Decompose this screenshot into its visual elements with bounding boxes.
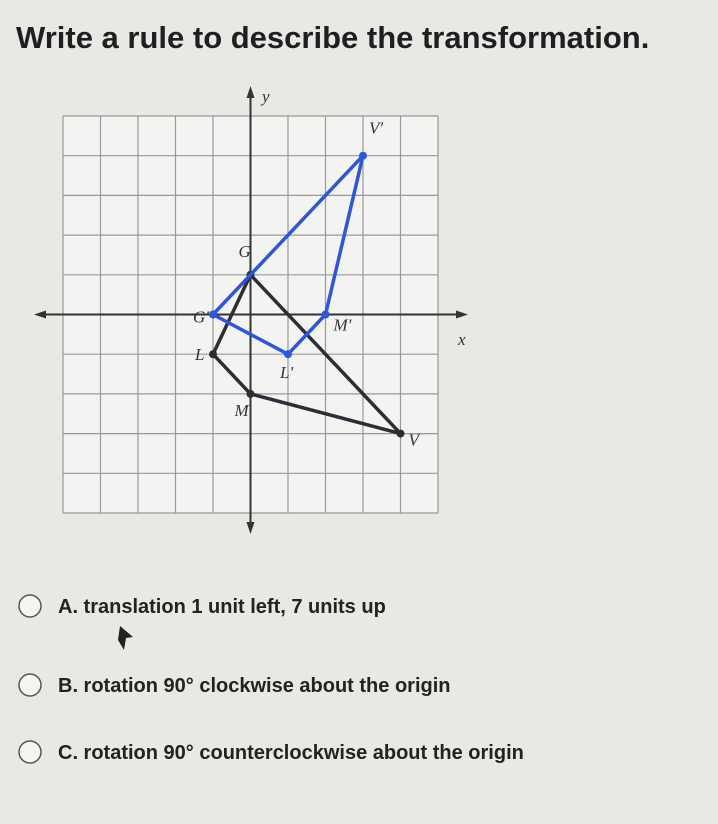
vertex xyxy=(321,310,330,319)
mouse-cursor xyxy=(118,626,133,650)
vertex xyxy=(209,350,217,359)
arrowhead xyxy=(246,522,255,534)
vertex-label: L xyxy=(194,345,204,364)
radio-button[interactable] xyxy=(18,594,42,618)
option-b[interactable]: B. rotation 90° clockwise about the orig… xyxy=(18,673,451,697)
vertex xyxy=(246,389,255,398)
option-a[interactable]: A. translation 1 unit left, 7 units up xyxy=(18,594,386,618)
axis-label: x xyxy=(457,330,466,349)
vertex xyxy=(209,310,217,319)
vertex xyxy=(359,151,367,160)
vertex xyxy=(396,429,405,438)
vertex-label: V xyxy=(409,431,422,450)
option-text[interactable]: C. rotation 90° counterclockwise about t… xyxy=(58,742,524,764)
radio-button[interactable] xyxy=(18,740,42,764)
vertex-label: L' xyxy=(279,363,293,382)
axis-label: y xyxy=(260,87,270,106)
arrowhead xyxy=(34,310,46,319)
vertex-label: M' xyxy=(333,316,352,335)
coordinate-graph: x y G L M V G' L' M' V' xyxy=(34,86,468,534)
option-c[interactable]: C. rotation 90° counterclockwise about t… xyxy=(18,740,524,764)
vertex-label: G xyxy=(239,242,251,261)
vertex-label: M xyxy=(234,401,250,420)
radio-button[interactable] xyxy=(18,673,42,697)
option-text[interactable]: A. translation 1 unit left, 7 units up xyxy=(58,596,386,618)
vertex-label: G' xyxy=(193,308,209,327)
arrowhead xyxy=(456,310,468,319)
arrowhead xyxy=(246,86,255,98)
vertex-label: V' xyxy=(369,119,383,138)
option-text[interactable]: B. rotation 90° clockwise about the orig… xyxy=(58,675,451,697)
question: Write a rule to describe the transformat… xyxy=(16,20,649,55)
vertex xyxy=(284,350,292,359)
